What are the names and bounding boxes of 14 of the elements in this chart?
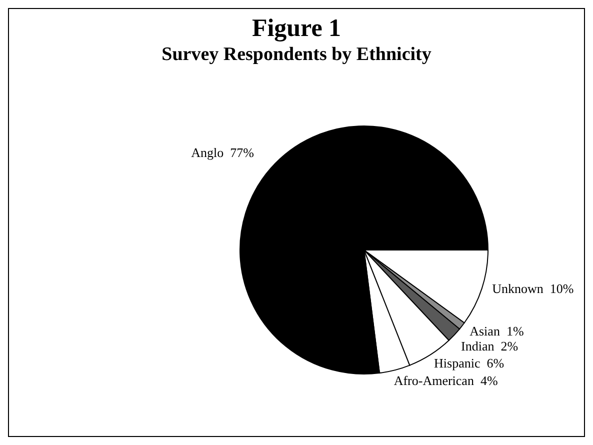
data-label: 10% [550, 280, 574, 296]
data-label: 6% [486, 356, 504, 371]
slice-label: Hispanic [434, 356, 480, 371]
slice-label: Indian [461, 338, 494, 354]
chart-subtitle: Survey Respondents by Ethnicity [160, 43, 432, 67]
slice-label: Asian [470, 323, 500, 338]
slice-label: Afro-American [394, 373, 474, 388]
data-label: 1% [506, 323, 524, 338]
slice-label: Anglo [191, 144, 224, 160]
data-label: 4% [480, 373, 498, 388]
slice-label: Unknown [492, 280, 544, 296]
data-label: 77% [230, 144, 254, 160]
chart-title: Figure 1 [250, 15, 342, 43]
data-label: 2% [500, 338, 518, 354]
